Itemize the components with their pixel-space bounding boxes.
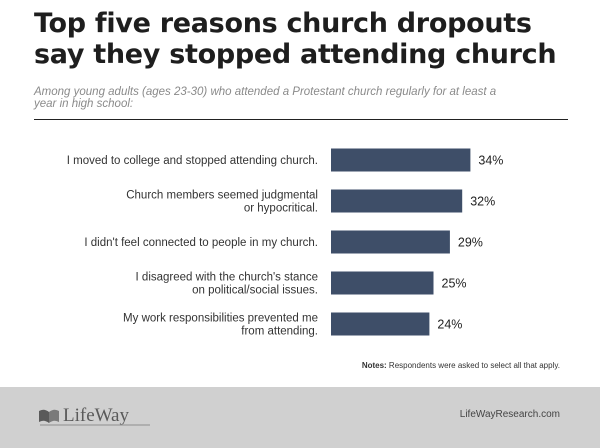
lifeway-logo: LifeWay	[38, 403, 129, 429]
category-label: My work responsibilities prevented me fro…	[123, 313, 318, 338]
bar	[331, 271, 434, 295]
brand-name: LifeWay	[63, 405, 129, 426]
value-label: 32%	[470, 195, 495, 209]
notes-text: Respondents were asked to select all tha…	[386, 361, 560, 370]
bar	[331, 189, 463, 213]
value-label: 24%	[437, 318, 462, 332]
bar	[331, 148, 471, 172]
chart-title: Top five reasons church dropouts say the…	[34, 8, 557, 70]
footer-bar: LifeWay LifeWayResearch.com	[0, 387, 600, 448]
value-label: 29%	[458, 236, 483, 250]
value-label: 34%	[478, 154, 503, 168]
bar	[331, 312, 430, 336]
website-link[interactable]: LifeWayResearch.com	[459, 409, 560, 420]
chart-notes: Notes: Respondents were asked to select …	[362, 361, 560, 370]
value-label: 25%	[442, 277, 467, 291]
logo-tagline	[40, 424, 150, 426]
category-label: I disagreed with the church's stance on p…	[136, 272, 318, 297]
bar	[331, 230, 450, 254]
category-label: Church members seemed judgmental or hypoc…	[126, 190, 318, 215]
bar-chart: I moved to college and stopped attending…	[67, 148, 503, 338]
notes-label: Notes:	[361, 361, 387, 370]
title-divider	[34, 119, 568, 120]
chart-subtitle: Among young adults (ages 23-30) who atte…	[34, 86, 497, 110]
category-label: I didn't feel connected to people in my …	[84, 237, 318, 249]
book-logo-icon	[39, 409, 59, 423]
category-label: I moved to college and stopped attending…	[67, 155, 318, 167]
